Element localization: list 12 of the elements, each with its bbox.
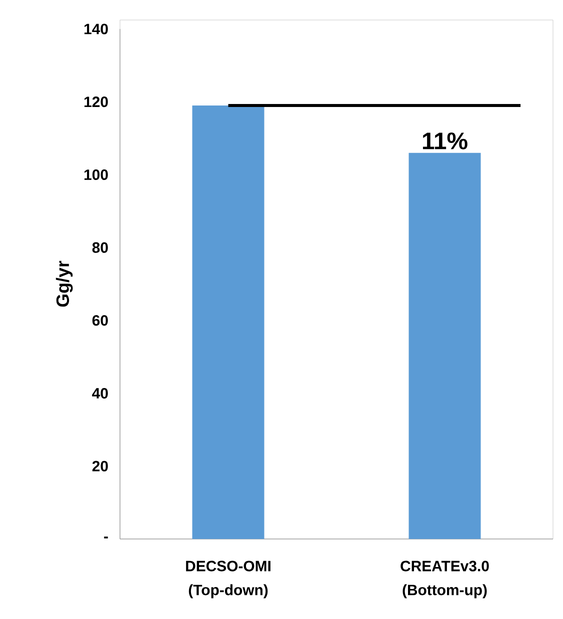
y-tick-label: 100 [84, 169, 108, 180]
x-tick-label: CREATEv3.0 (Bottom-up) [400, 560, 489, 598]
y-tick-label: 60 [92, 315, 108, 326]
y-tick-label: 40 [92, 388, 108, 399]
y-tick-label: 120 [84, 96, 108, 108]
y-tick-label: 20 [92, 460, 108, 472]
annotation: 11% [422, 132, 468, 150]
y-tick-label: 140 [84, 24, 108, 34]
x-tick-label: DECSO-OMI (Top-down) [186, 560, 270, 598]
y-tick-label: - [104, 536, 108, 538]
y-axis-title: Gg/yr [56, 260, 73, 307]
y-tick-label: 80 [92, 242, 108, 253]
